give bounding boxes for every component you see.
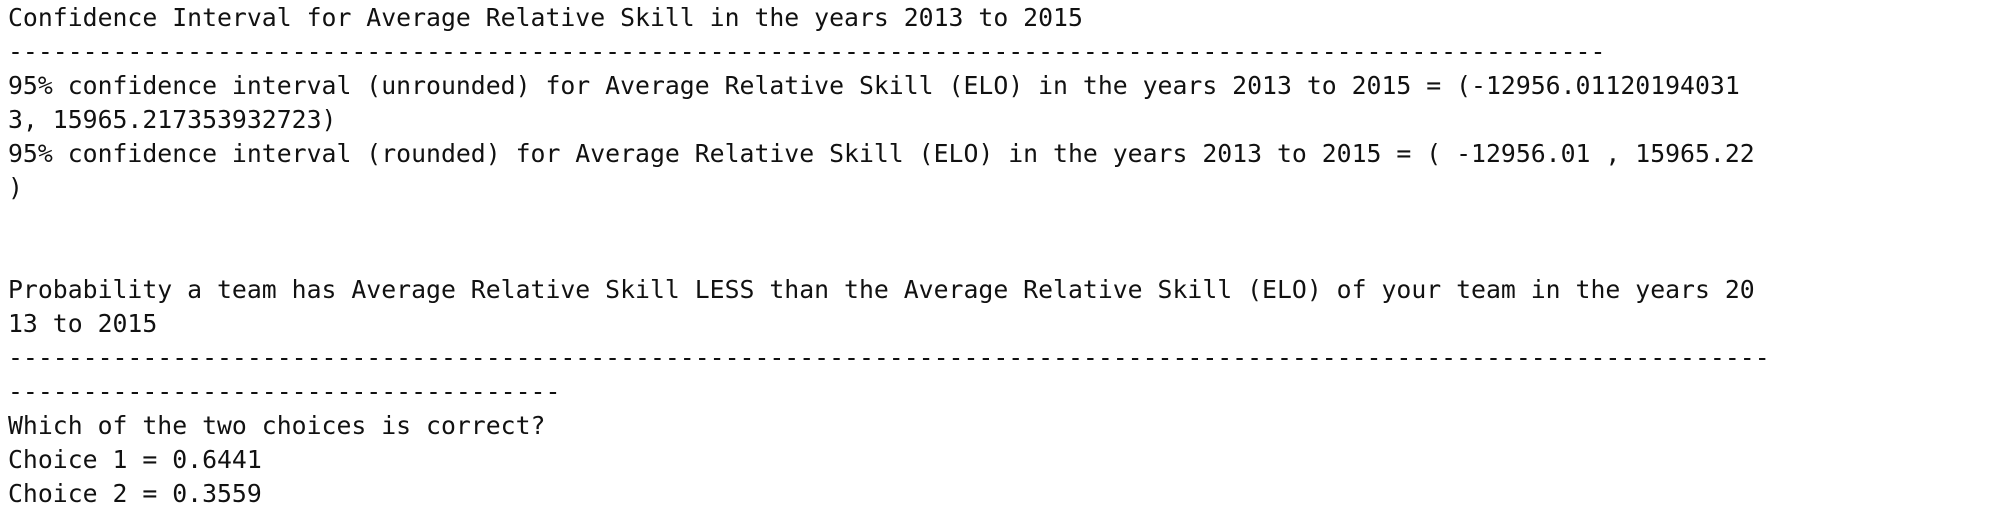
question-text: Which of the two choices is correct?	[8, 411, 546, 440]
probability-divider-line-2: -------------------------------------	[8, 377, 561, 406]
choice-1-value: Choice 1 = 0.6441	[8, 445, 262, 474]
ci-rounded-line-2: )	[8, 173, 23, 202]
ci-unrounded-line-2: 3, 15965.217353932723)	[8, 105, 337, 134]
blank-line	[8, 239, 1990, 273]
ci-rounded-line-1: 95% confidence interval (rounded) for Av…	[8, 139, 1755, 168]
blank-line	[8, 205, 1990, 239]
probability-divider-line-1: ----------------------------------------…	[8, 343, 1770, 372]
ci-unrounded-line-1: 95% confidence interval (unrounded) for …	[8, 71, 1740, 100]
ci-title: Confidence Interval for Average Relative…	[8, 3, 1083, 32]
choice-2-value: Choice 2 = 0.3559	[8, 479, 262, 508]
probability-title-line-2: 13 to 2015	[8, 309, 158, 338]
ci-divider: ----------------------------------------…	[8, 37, 1606, 66]
probability-title-line-1: Probability a team has Average Relative …	[8, 275, 1755, 304]
